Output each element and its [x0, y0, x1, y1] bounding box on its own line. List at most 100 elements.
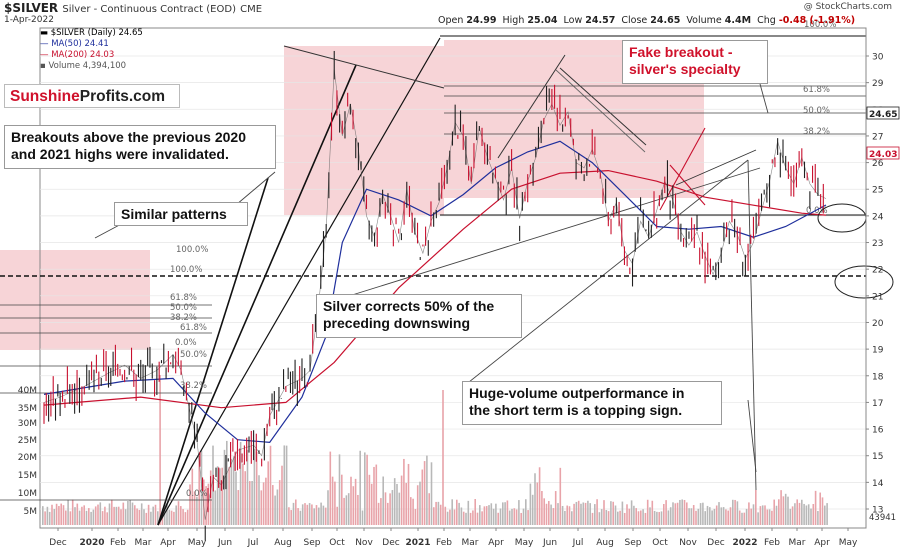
volume-bar	[78, 510, 81, 525]
chart-date: 1-Apr-2022	[4, 15, 54, 25]
volume-bar	[596, 499, 598, 525]
volume-bar	[226, 440, 228, 525]
volume-bar	[566, 505, 568, 525]
price-tick-label: 23	[872, 239, 883, 249]
volume-bar	[564, 510, 566, 525]
volume-bar	[810, 508, 812, 525]
volume-bar	[396, 483, 398, 525]
volume-bar	[437, 501, 440, 525]
volume-bar	[255, 451, 258, 525]
volume-bar	[522, 508, 525, 525]
volume-bar	[343, 497, 345, 525]
volume-bar	[345, 495, 348, 525]
x-tick-label: Mar	[135, 538, 152, 548]
volume-bar	[561, 505, 564, 525]
volume-bar	[511, 508, 513, 525]
volume-bar	[81, 506, 83, 525]
legend-ma50: — MA(50) 24.41	[40, 39, 109, 49]
volume-bar	[819, 492, 821, 525]
volume-bar	[814, 490, 817, 525]
volume-bar	[428, 493, 430, 525]
volume-bar	[766, 509, 769, 525]
volume-bar	[518, 500, 520, 525]
price-series	[43, 50, 827, 541]
volume-bar	[74, 507, 76, 525]
fib-label-0: 100.0%	[804, 20, 836, 30]
volume-bar	[140, 503, 143, 525]
fake-breakout-callout: Fake breakout - silver's specialty	[622, 40, 768, 84]
volume-bar	[472, 510, 474, 525]
volume-bar	[76, 503, 79, 525]
volume-bar	[99, 502, 102, 525]
volume-bar	[136, 508, 138, 525]
volume-bar	[430, 462, 433, 525]
volume-bar	[722, 507, 725, 525]
volume-bar	[304, 503, 306, 525]
x-tick-label: Jun	[542, 538, 557, 548]
volume-bar	[807, 504, 810, 525]
volume-bar	[364, 452, 366, 525]
volume-bar	[216, 466, 219, 525]
fib-label-4: 0.0%	[806, 206, 828, 216]
price-zone-2	[0, 250, 150, 350]
x-tick-label: Dec	[382, 538, 399, 548]
legend-price: ▬ $SILVER (Daily) 24.65	[40, 28, 143, 38]
volume-bar	[262, 482, 265, 525]
volume-bar	[568, 506, 571, 525]
volume-bar	[502, 502, 504, 525]
volume-bar	[285, 445, 288, 525]
volume-bar	[515, 509, 518, 525]
last-price-box-0	[866, 106, 900, 120]
volume-bar	[481, 511, 483, 525]
volume-bar	[531, 494, 534, 525]
fib-label-3: 38.2%	[803, 127, 830, 137]
volume-bar	[669, 507, 672, 525]
volume-bar	[168, 509, 171, 525]
x-tick-label: Sep	[625, 538, 642, 548]
volume-bar	[623, 512, 626, 525]
volume-bar	[412, 498, 414, 525]
volume-bar	[676, 502, 679, 525]
volume-bar	[732, 499, 734, 525]
volume-bar	[301, 504, 304, 525]
volume-bar	[467, 500, 470, 525]
volume-bar	[269, 445, 272, 525]
volume-bar	[741, 512, 743, 525]
volume-bar	[295, 499, 297, 525]
volume-bar	[292, 502, 295, 525]
volume-bar	[449, 509, 451, 525]
volume-bar	[42, 506, 44, 525]
volume-bar	[249, 481, 251, 525]
volume-bar	[499, 508, 502, 525]
volume-bar	[382, 476, 384, 525]
volume-bar	[660, 511, 663, 525]
volume-bar	[577, 500, 580, 525]
volume-bar	[796, 499, 798, 525]
x-tick-label: Nov	[355, 538, 373, 548]
volume-bar	[127, 500, 129, 525]
volume-bar	[272, 485, 274, 525]
volume-bar	[407, 463, 410, 525]
volume-bar	[605, 510, 608, 525]
volume-bar	[157, 511, 159, 525]
volume-bar	[640, 510, 642, 525]
x-tick-label: Feb	[436, 538, 452, 548]
fib-label-1: 61.8%	[803, 85, 830, 95]
volume-bar	[122, 502, 125, 525]
volume-bar	[594, 504, 596, 525]
volume-bar	[94, 506, 97, 525]
volume-bar	[83, 505, 85, 525]
volume-bar	[573, 503, 575, 525]
volume-bar	[53, 509, 56, 525]
volume-bar	[683, 499, 686, 525]
x-tick-label: Mar	[789, 538, 806, 548]
volume-bar	[465, 512, 467, 525]
volume-bar	[161, 512, 164, 525]
volume-bar	[290, 510, 292, 525]
volume-bar	[479, 505, 481, 525]
volume-bar	[239, 441, 242, 525]
volume-bar	[147, 504, 150, 525]
volume-bar	[134, 505, 136, 525]
volume-bar	[488, 505, 490, 525]
volume-tick-label: 40M	[18, 386, 37, 396]
